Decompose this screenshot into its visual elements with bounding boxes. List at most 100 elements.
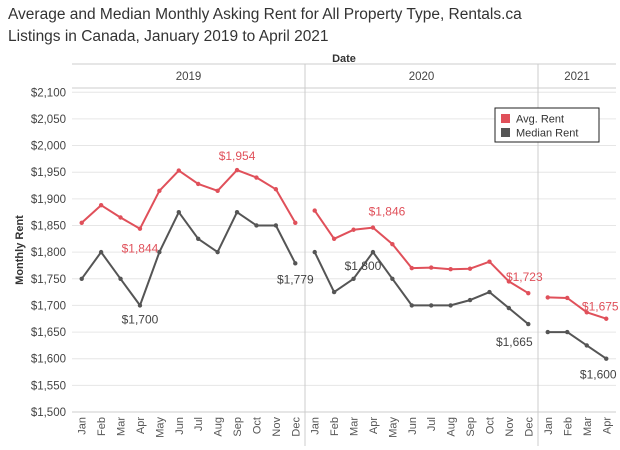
data-point-avg — [584, 310, 589, 315]
series-line-avg — [547, 296, 607, 320]
data-point-avg — [234, 167, 240, 173]
data-point-median — [118, 276, 123, 281]
x-tick-label: Jun — [174, 417, 186, 435]
data-point-avg — [506, 279, 512, 284]
data-point-median — [234, 209, 240, 215]
data-label: $1,779 — [277, 272, 314, 286]
x-tick-label: Dec — [290, 417, 302, 437]
data-point-avg — [526, 290, 531, 296]
data-point-median — [312, 249, 317, 255]
y-axis-title: Monthly Rent — [14, 215, 26, 285]
data-point-avg — [157, 188, 162, 194]
data-point-median — [390, 276, 395, 281]
data-point-avg — [215, 188, 220, 194]
y-tick-label: $1,650 — [31, 327, 66, 339]
y-tick-label: $1,800 — [31, 247, 66, 259]
series-line-avg — [313, 210, 529, 295]
x-tick-label: Mar — [116, 417, 128, 436]
data-point-median — [215, 249, 220, 255]
data-label: $1,675 — [582, 300, 619, 314]
x-tick-label: Oct — [484, 417, 496, 434]
year-label: 2019 — [176, 71, 202, 83]
data-point-median — [584, 343, 589, 348]
legend-swatch — [501, 114, 510, 123]
data-point-avg — [565, 295, 570, 301]
data-point-avg — [254, 175, 259, 180]
year-label: 2021 — [564, 71, 590, 83]
data-label: $1,665 — [496, 335, 533, 349]
data-point-avg — [351, 227, 356, 232]
data-point-avg — [467, 266, 473, 271]
data-point-median — [448, 303, 453, 308]
x-tick-label: Nov — [504, 417, 516, 437]
data-point-avg — [98, 203, 104, 208]
x-tick-label: Feb — [562, 417, 574, 436]
x-tick-label: Mar — [349, 417, 361, 436]
x-tick-label: Jul — [426, 417, 438, 431]
data-point-avg — [137, 226, 143, 231]
data-point-avg — [545, 295, 550, 300]
data-point-median — [545, 329, 550, 335]
data-label: $1,844 — [122, 242, 159, 256]
data-point-avg — [176, 168, 181, 173]
data-point-avg — [487, 259, 492, 264]
data-point-median — [254, 223, 259, 228]
x-tick-label: Jan — [310, 417, 322, 435]
x-tick-label: Apr — [368, 417, 380, 434]
data-point-median — [506, 305, 512, 311]
data-point-avg — [448, 266, 453, 272]
data-point-avg — [331, 236, 337, 242]
data-label: $1,600 — [580, 368, 617, 382]
x-tick-label: Jun — [407, 417, 419, 435]
data-point-median — [467, 297, 473, 303]
data-point-avg — [390, 241, 395, 247]
data-point-median — [526, 321, 531, 327]
x-tick-label: Sep — [465, 417, 477, 437]
data-point-median — [604, 356, 609, 361]
x-header-title: Date — [332, 53, 356, 65]
series-line-avg — [81, 169, 297, 230]
data-point-avg — [196, 181, 201, 187]
data-point-median — [487, 289, 492, 295]
series-line-median — [547, 331, 607, 360]
data-point-median — [409, 303, 414, 308]
legend-label: Median Rent — [516, 128, 578, 140]
x-tick-label: Sep — [232, 417, 244, 437]
x-tick-label: Feb — [96, 417, 108, 436]
legend-label: Avg. Rent — [516, 114, 564, 126]
data-point-median — [331, 289, 337, 295]
data-point-median — [98, 249, 104, 255]
x-tick-label: Apr — [601, 417, 613, 434]
series-line-median — [313, 251, 529, 325]
x-tick-label: Apr — [135, 417, 147, 434]
data-point-median — [196, 236, 201, 242]
data-point-median — [176, 209, 181, 215]
y-tick-label: $1,850 — [31, 220, 66, 232]
x-tick-label: Jan — [77, 417, 89, 435]
data-point-avg — [293, 220, 298, 226]
data-point-median — [351, 276, 356, 281]
x-tick-label: Nov — [271, 417, 283, 437]
data-point-median — [429, 303, 434, 308]
x-tick-label: Aug — [213, 417, 225, 437]
x-tick-label: Feb — [329, 417, 341, 436]
x-tick-label: May — [387, 417, 399, 438]
data-point-median — [157, 249, 162, 255]
data-label: $1,800 — [345, 259, 382, 273]
data-point-median — [370, 249, 376, 255]
x-tick-label: Mar — [582, 417, 594, 436]
y-tick-label: $1,700 — [31, 300, 66, 312]
x-tick-label: Oct — [251, 417, 263, 434]
x-tick-label: Dec — [523, 417, 535, 437]
data-label: $1,700 — [122, 312, 159, 326]
chart-title: Average and Median Monthly Asking Rent f… — [8, 4, 612, 48]
y-tick-label: $2,050 — [31, 114, 66, 126]
data-point-avg — [429, 265, 434, 270]
y-tick-label: $2,100 — [31, 87, 66, 99]
data-point-avg — [409, 265, 414, 271]
data-point-avg — [79, 220, 84, 226]
legend-swatch — [501, 128, 510, 137]
x-tick-label: Aug — [446, 417, 458, 437]
data-label: $1,846 — [369, 205, 406, 219]
